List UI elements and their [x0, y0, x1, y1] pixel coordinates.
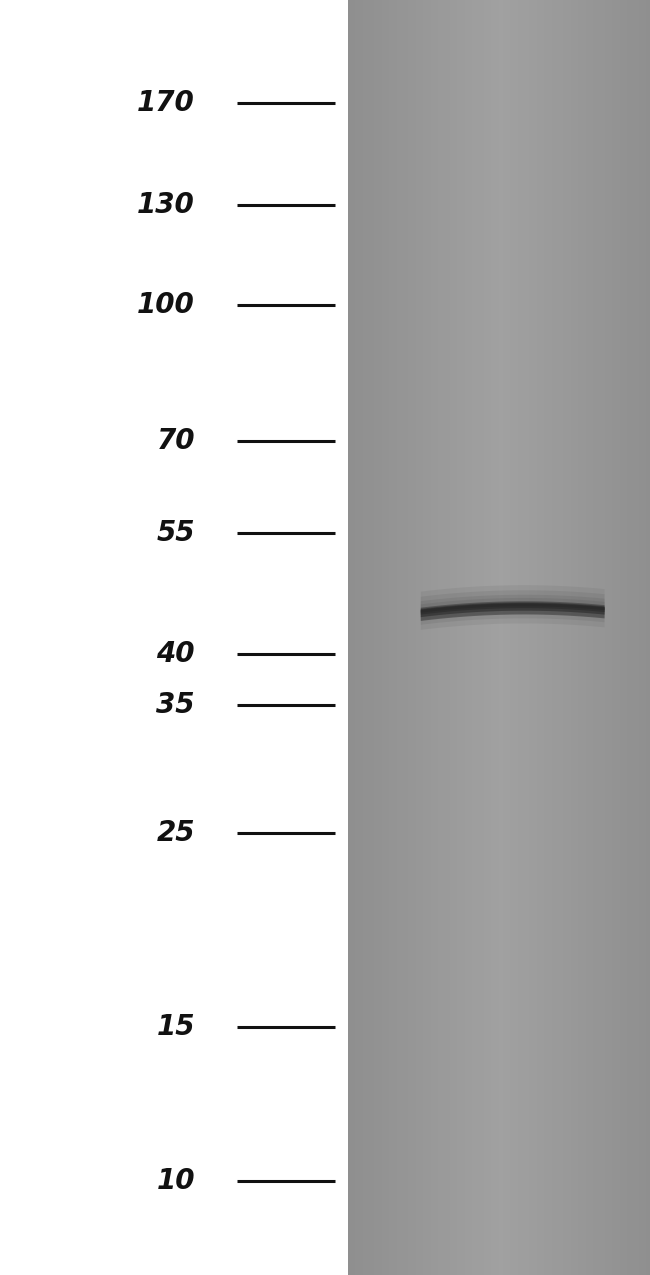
Bar [450, 0, 454, 1275]
Bar [491, 0, 496, 1275]
Bar [469, 0, 473, 1275]
Bar [473, 0, 477, 1275]
Text: 40: 40 [157, 640, 195, 668]
Bar [582, 0, 586, 1275]
Bar [525, 0, 530, 1275]
Bar [389, 0, 394, 1275]
Text: 35: 35 [157, 691, 195, 719]
Bar [639, 0, 643, 1275]
Bar [604, 0, 609, 1275]
Bar [597, 0, 601, 1275]
Bar [370, 0, 375, 1275]
Bar [412, 0, 417, 1275]
Bar [586, 0, 590, 1275]
Bar [488, 0, 492, 1275]
Bar [559, 0, 564, 1275]
Bar [506, 0, 511, 1275]
Bar [563, 0, 567, 1275]
Bar [521, 0, 526, 1275]
Bar [385, 0, 390, 1275]
Bar [533, 0, 538, 1275]
Bar [601, 0, 605, 1275]
Bar [623, 0, 628, 1275]
Bar [356, 0, 359, 1275]
Bar [495, 0, 500, 1275]
Bar [367, 0, 371, 1275]
Bar [544, 0, 549, 1275]
Bar [476, 0, 480, 1275]
Bar [397, 0, 401, 1275]
Text: 10: 10 [157, 1168, 195, 1195]
Bar [435, 0, 439, 1275]
Bar [461, 0, 465, 1275]
Bar [427, 0, 432, 1275]
Bar [627, 0, 632, 1275]
Bar [393, 0, 398, 1275]
Bar [575, 0, 579, 1275]
Bar [359, 0, 363, 1275]
Text: 170: 170 [137, 89, 195, 117]
Bar [348, 0, 352, 1275]
Bar [352, 0, 356, 1275]
Text: 55: 55 [157, 519, 195, 547]
Text: 100: 100 [137, 291, 195, 319]
Bar [442, 0, 447, 1275]
Bar [590, 0, 594, 1275]
Bar [608, 0, 613, 1275]
Bar [635, 0, 640, 1275]
Bar [502, 0, 507, 1275]
Bar [593, 0, 598, 1275]
Bar [642, 0, 647, 1275]
Bar [431, 0, 436, 1275]
Bar [616, 0, 621, 1275]
Bar [514, 0, 519, 1275]
Bar [537, 0, 541, 1275]
Bar [484, 0, 488, 1275]
Bar [454, 0, 458, 1275]
Bar [548, 0, 552, 1275]
Bar [382, 0, 386, 1275]
Bar [556, 0, 560, 1275]
Bar [571, 0, 575, 1275]
Text: 15: 15 [157, 1012, 195, 1040]
Bar [552, 0, 556, 1275]
Text: 130: 130 [137, 191, 195, 219]
Text: 70: 70 [157, 427, 195, 455]
Bar [363, 0, 367, 1275]
Bar [446, 0, 450, 1275]
Bar [458, 0, 461, 1275]
Bar [499, 0, 503, 1275]
Bar [408, 0, 413, 1275]
Bar [567, 0, 571, 1275]
Bar [465, 0, 469, 1275]
Bar [631, 0, 636, 1275]
Bar [400, 0, 405, 1275]
Bar [646, 0, 650, 1275]
Bar [438, 0, 443, 1275]
Bar [423, 0, 428, 1275]
Bar [416, 0, 420, 1275]
Bar [518, 0, 522, 1275]
Bar [620, 0, 624, 1275]
Bar [404, 0, 409, 1275]
Text: 25: 25 [157, 819, 195, 847]
Bar [510, 0, 515, 1275]
Bar [578, 0, 582, 1275]
Bar [378, 0, 382, 1275]
Bar [612, 0, 617, 1275]
Bar [529, 0, 534, 1275]
Bar [374, 0, 379, 1275]
Bar [419, 0, 424, 1275]
Bar [480, 0, 484, 1275]
Bar [540, 0, 545, 1275]
